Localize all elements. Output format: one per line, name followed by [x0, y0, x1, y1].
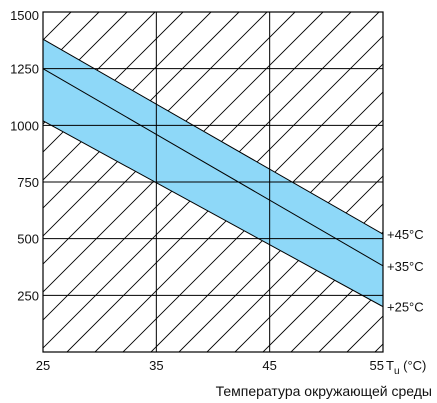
y-tick-label: 750	[17, 175, 39, 190]
center-line-35c	[42, 68, 384, 267]
x-unit-label: Tu (°C)	[386, 358, 426, 377]
x-unit-suffix: (°C)	[400, 358, 427, 373]
x-axis-title: Температура окружающей среды	[216, 383, 432, 399]
plot-frame	[42, 11, 384, 353]
x-unit-sub: u	[394, 366, 400, 377]
x-tick-label: 25	[36, 358, 50, 373]
y-tick-label: 250	[17, 288, 39, 303]
x-tick-label: 55	[370, 358, 384, 373]
x-tick-label: 35	[149, 358, 163, 373]
x-tick-labels: 25 35 45 55	[36, 358, 384, 373]
series-label: +35°C	[387, 259, 424, 274]
y-tick-label: 1000	[10, 118, 39, 133]
y-tick-label: 500	[17, 232, 39, 247]
y-tick-label: 1250	[10, 62, 39, 77]
y-tick-label: 1500	[10, 8, 39, 23]
x-tick-label: 45	[262, 358, 276, 373]
series-label: +45°C	[387, 227, 424, 242]
series-labels: +45°C +35°C +25°C	[387, 227, 424, 315]
grid	[42, 11, 384, 352]
series-label: +25°C	[387, 300, 424, 315]
x-unit-t: T	[386, 358, 394, 373]
temperature-band	[42, 38, 384, 308]
y-tick-labels: 250 500 750 1000 1250 1500	[10, 8, 39, 303]
